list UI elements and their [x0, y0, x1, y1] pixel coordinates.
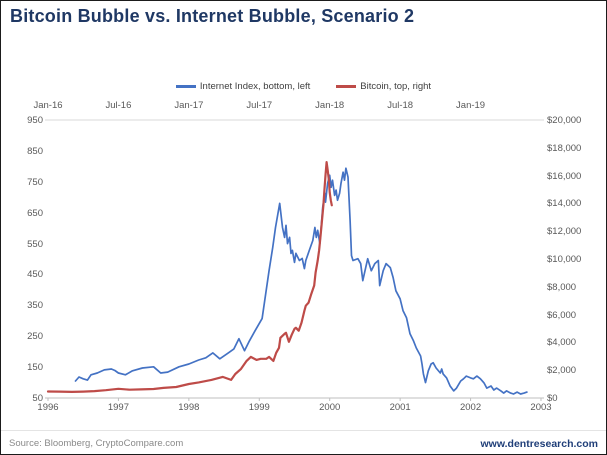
legend-label-internet-index: Internet Index, bottom, left [199, 81, 311, 92]
x-axis-bottom-tick: 1997 [107, 402, 129, 413]
y-axis-left-tick: 450 [27, 269, 43, 281]
y-axis-right-tick: $12,000 [547, 226, 582, 238]
x-axis-bottom-tick: 2002 [459, 402, 482, 413]
legend-label-bitcoin: Bitcoin, top, right [360, 81, 432, 92]
series-line-0 [74, 167, 528, 395]
y-axis-right-tick: $14,000 [547, 198, 582, 210]
x-axis-top-tick: Jul-18 [387, 100, 414, 111]
y-axis-right-tick: $4,000 [547, 337, 577, 349]
y-axis-left-tick: 50 [32, 393, 43, 404]
source-note: Source: Bloomberg, CryptoCompare.com [9, 438, 184, 449]
x-axis-top-tick: Jan-17 [174, 100, 204, 111]
y-axis-left-tick: 950 [27, 115, 43, 126]
website-link[interactable]: www.dentresearch.com [480, 438, 598, 450]
footer: Source: Bloomberg, CryptoCompare.com www… [1, 430, 606, 454]
x-axis-top-tick: Jan-18 [315, 100, 345, 111]
y-axis-left-tick: 550 [27, 238, 43, 250]
y-axis-left-tick: 850 [27, 145, 43, 157]
x-axis-bottom-tick: 1996 [37, 402, 59, 413]
y-axis-right-tick: $8,000 [547, 281, 577, 293]
y-axis-left-tick: 250 [27, 331, 43, 343]
x-axis-top-tick: Jul-16 [105, 100, 132, 111]
y-axis-left-tick: 650 [27, 207, 43, 219]
y-axis-right-tick: $0 [547, 393, 558, 404]
x-axis-bottom-tick: 2000 [319, 402, 341, 413]
series-line-1 [46, 161, 333, 393]
y-axis-right-tick: $6,000 [547, 309, 577, 321]
y-axis-left-tick: 350 [27, 300, 43, 312]
y-axis-right-tick: $18,000 [547, 142, 582, 154]
x-axis-top-tick: Jul-17 [246, 100, 273, 111]
page-title: Bitcoin Bubble vs. Internet Bubble, Scen… [10, 6, 415, 26]
x-axis-top-tick: Jan-16 [33, 100, 63, 111]
x-axis-bottom-tick: 1998 [178, 402, 200, 413]
y-axis-right-tick: $16,000 [547, 170, 582, 182]
x-axis-top-tick: Jan-19 [456, 100, 486, 111]
legend-item-bitcoin: Bitcoin, top, right [336, 81, 431, 92]
y-axis-right-tick: $10,000 [547, 254, 582, 265]
y-axis-right-tick: $20,000 [547, 115, 582, 126]
y-axis-left-tick: 150 [27, 362, 43, 374]
y-axis-left-tick: 750 [27, 176, 43, 188]
legend: Internet Index, bottom, left Bitcoin, to… [1, 81, 606, 92]
bitcoin-line-swatch [336, 85, 357, 88]
x-axis-bottom-tick: 2003 [530, 402, 552, 413]
internet-index-line-swatch [175, 85, 196, 88]
y-axis-right-tick: $2,000 [547, 365, 577, 377]
legend-item-internet-index: Internet Index, bottom, left [175, 81, 311, 92]
x-axis-bottom-tick: 2001 [389, 402, 411, 413]
x-axis-bottom-tick: 1999 [248, 402, 270, 413]
